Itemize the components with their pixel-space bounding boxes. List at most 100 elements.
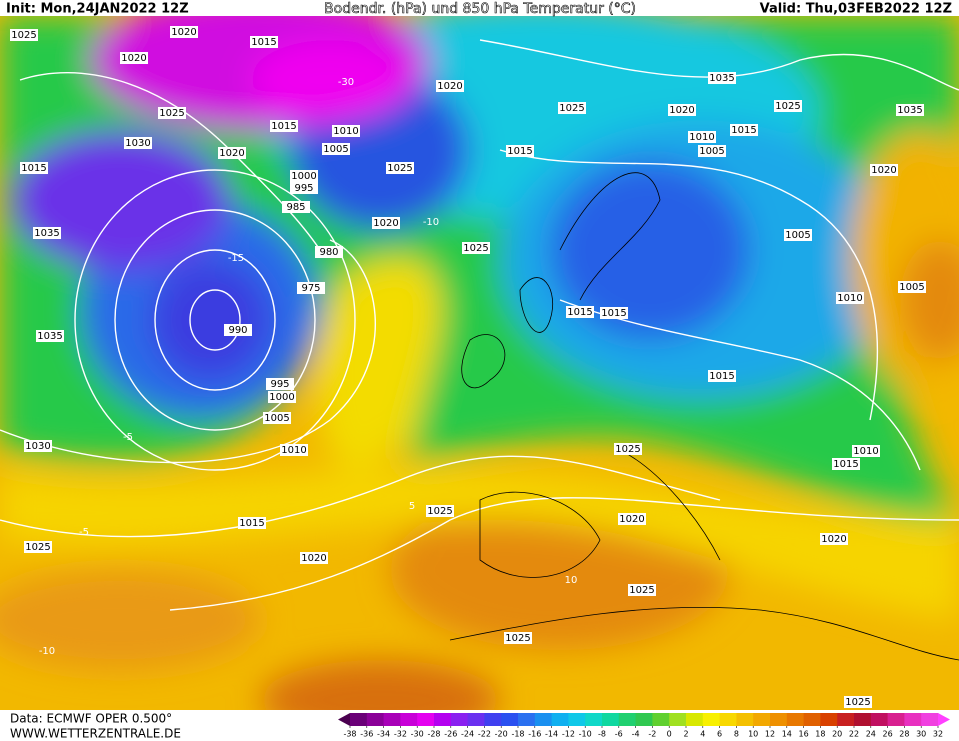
isobar-label-box	[708, 370, 736, 382]
isotherm-label: -5	[123, 432, 133, 443]
colorbar-swatch	[467, 713, 485, 726]
colorbar-tick-label: 22	[849, 730, 859, 739]
colorbar-swatch	[854, 713, 872, 726]
isobar-label-box	[315, 246, 343, 258]
colorbar-tick-label: -26	[444, 730, 457, 739]
colorbar-swatch	[383, 713, 401, 726]
isobar-label-box	[224, 324, 252, 336]
isobar-label-box	[290, 182, 318, 194]
isobar-label-box	[290, 170, 318, 182]
isobar-label: 1015	[567, 307, 592, 318]
isobar-label-box	[372, 217, 400, 229]
isobars	[0, 39, 959, 611]
isobar-label-box	[10, 29, 38, 41]
colorbar-tick-label: 18	[815, 730, 825, 739]
colorbar-swatch	[887, 713, 905, 726]
isobar-label-box	[896, 104, 924, 116]
valid-time: Valid: Thu,03FEB2022 12Z	[760, 2, 952, 17]
isobar-label-box	[844, 696, 872, 708]
colorbar-swatch	[400, 713, 418, 726]
colorbar-swatch	[350, 713, 368, 726]
isobar-label: 1015	[271, 121, 296, 132]
colorbar-tick-label: -12	[562, 730, 575, 739]
colorbar-tick-label: 6	[717, 730, 722, 739]
colorbar-tick-label: -6	[615, 730, 623, 739]
isotherm-label: 10	[565, 575, 578, 586]
isobar-label: 1015	[601, 308, 626, 319]
isobar-label-box	[280, 444, 308, 456]
isobar-label: 1015	[239, 518, 264, 529]
isobar-label: 980	[319, 247, 338, 258]
isobar-label: 1030	[125, 138, 150, 149]
isobar-label: 1010	[837, 293, 862, 304]
isobar-label-box	[558, 102, 586, 114]
colorbar-swatch	[702, 713, 721, 726]
isobar-label-box	[120, 52, 148, 64]
isobar-label-box	[24, 541, 52, 553]
colorbar-swatch	[686, 713, 704, 726]
isotherm-label: -30	[338, 77, 354, 88]
colorbar-tick-label: 26	[883, 730, 893, 739]
colorbar-swatch	[870, 713, 889, 726]
isobar-label-box	[462, 242, 490, 254]
isobar-label: 1010	[281, 445, 306, 456]
colorbar-tick-label: 2	[683, 730, 688, 739]
isobar-label-box	[504, 632, 532, 644]
isobar-label-box	[436, 80, 464, 92]
isobar-label-box	[124, 137, 152, 149]
isobar-label-box	[618, 513, 646, 525]
isobar-label: 1015	[507, 146, 532, 157]
colorbar-swatch	[921, 713, 939, 726]
data-source: Data: ECMWF OPER 0.500°	[10, 712, 172, 726]
isobar-label: 1020	[821, 534, 846, 545]
isobar-label: 1035	[34, 228, 59, 239]
isobar-label: 995	[270, 379, 289, 390]
isobar-label: 1005	[785, 230, 810, 241]
colorbar-tick-label: -28	[427, 730, 440, 739]
isobar-label-box	[33, 227, 61, 239]
isobar-label-box	[270, 120, 298, 132]
isobar-label: 1015	[251, 37, 276, 48]
isobar-label-box	[20, 162, 48, 174]
isotherm-label: -10	[39, 646, 55, 657]
isobar-label: 1020	[219, 148, 244, 159]
colorbar-swatch	[652, 713, 670, 726]
colorbar: -38 -36 -34 -32 -30 -28 -26 -24 -22 -20 -18 -16 -14-…	[338, 713, 950, 739]
colorbar-tick-label: -2	[648, 730, 656, 739]
isobar-label: 1005	[699, 146, 724, 157]
colorbar-tick-label: -18	[511, 730, 524, 739]
isobar-label: 1015	[709, 371, 734, 382]
colorbar-swatch	[820, 713, 838, 726]
colorbar-swatch	[770, 713, 788, 726]
isobar-label-box	[300, 552, 328, 564]
isobar-label-box	[386, 162, 414, 174]
isobar-label: 1025	[615, 444, 640, 455]
colorbar-tick-label: -16	[528, 730, 541, 739]
isobar-label-box	[566, 306, 594, 318]
colorbar-swatch	[904, 713, 922, 726]
isobar-label-box	[282, 201, 310, 213]
isobar-label: 1020	[373, 218, 398, 229]
colorbar-swatch	[534, 713, 553, 726]
isobar-label-box	[698, 145, 726, 157]
isobar-label: 1025	[25, 542, 50, 553]
colorbar-swatch	[450, 713, 469, 726]
isobar-label: 1020	[301, 553, 326, 564]
colorbar-tick-label: 16	[799, 730, 809, 739]
map-title: Bodendr. (hPa) und 850 hPa Temperatur (°…	[324, 1, 636, 17]
isobar-label: 1025	[845, 697, 870, 708]
colorbar-swatch	[366, 713, 385, 726]
isobar-label: 1025	[427, 506, 452, 517]
isobar-label-box	[688, 131, 716, 143]
colorbar-swatch	[635, 713, 653, 726]
colorbar-tick-label: -22	[478, 730, 491, 739]
isobar-label-box	[24, 440, 52, 452]
colorbar-tick-label: 0	[667, 730, 672, 739]
isobar-label: 1030	[25, 441, 50, 452]
isobar-label: 1025	[629, 585, 654, 596]
contour-labels: 1025 1020 1015 1020 1025 1015 1030 1020 1010 1005…	[10, 26, 926, 708]
isobar-label: 975	[301, 283, 320, 294]
isobar-label: 1015	[21, 163, 46, 174]
colorbar-tick-label: 14	[782, 730, 792, 739]
